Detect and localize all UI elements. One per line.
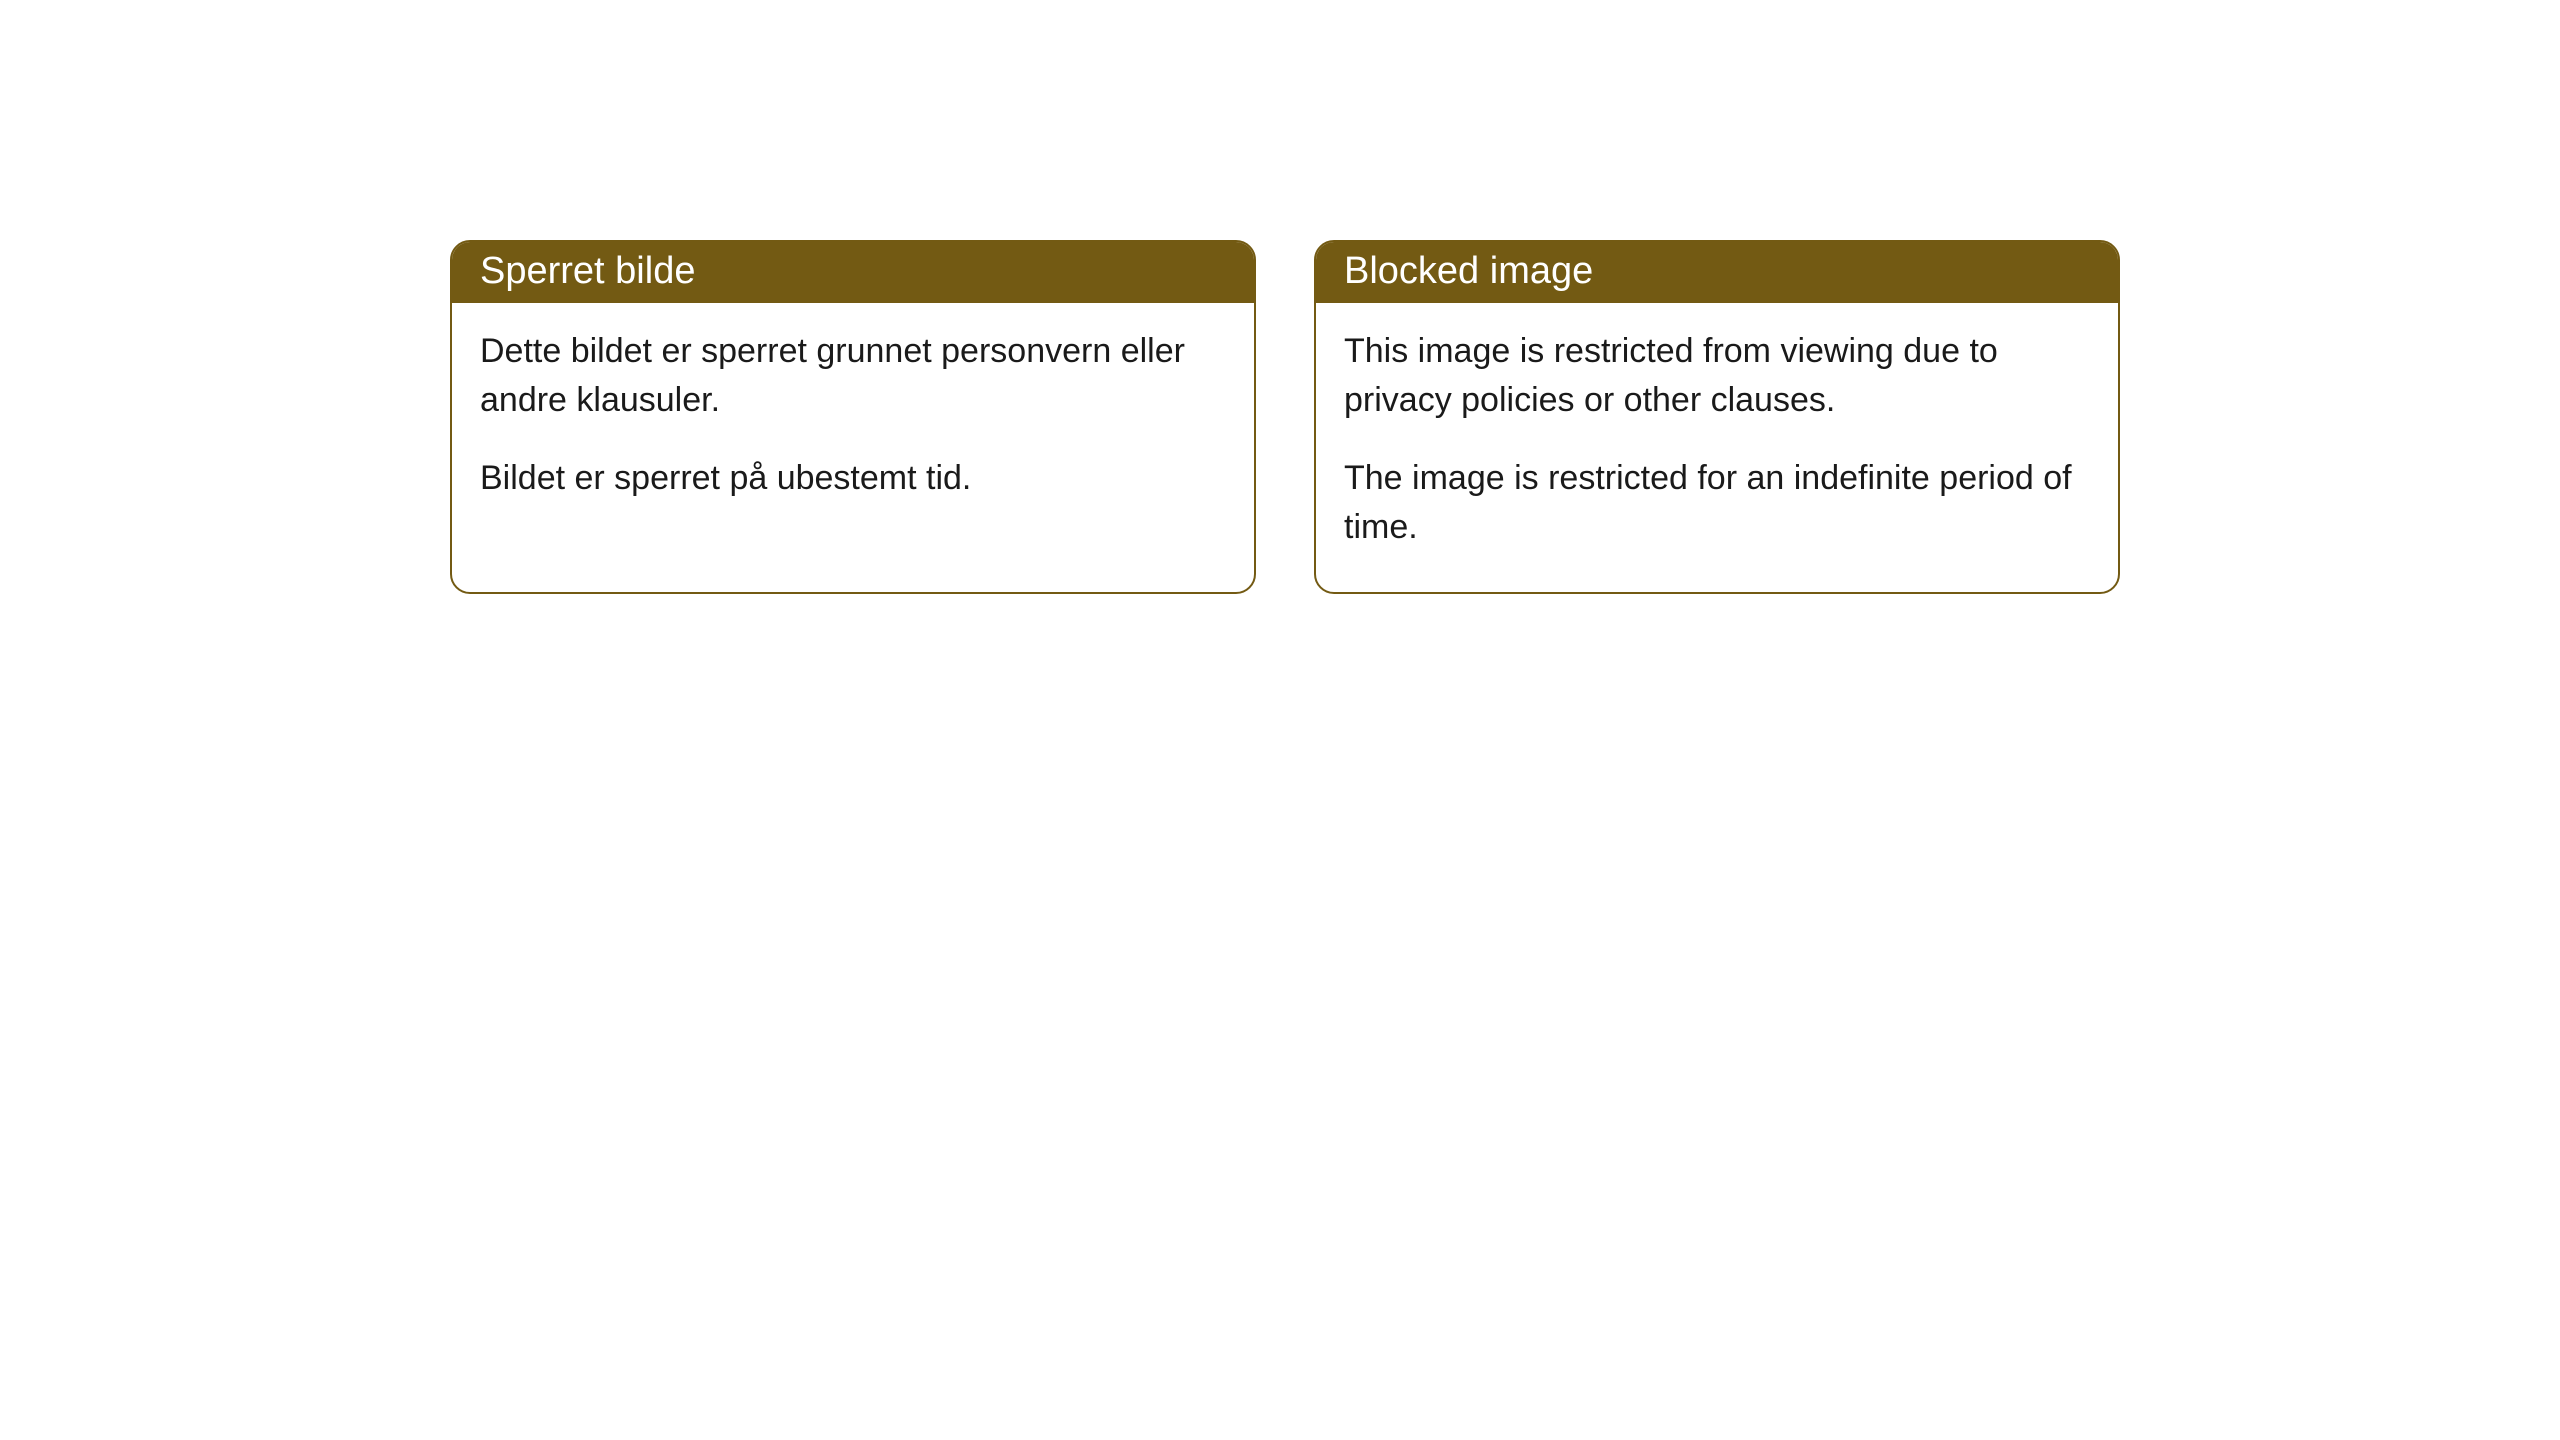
notice-title: Sperret bilde xyxy=(480,250,695,292)
notice-body: This image is restricted from viewing du… xyxy=(1316,303,2118,592)
notice-paragraph-1: This image is restricted from viewing du… xyxy=(1344,327,2090,426)
notice-card-norwegian: Sperret bilde Dette bildet er sperret gr… xyxy=(450,240,1256,594)
notice-paragraph-2: Bildet er sperret på ubestemt tid. xyxy=(480,454,1226,503)
notice-header: Blocked image xyxy=(1316,242,2118,303)
notice-header: Sperret bilde xyxy=(452,242,1254,303)
notice-paragraph-2: The image is restricted for an indefinit… xyxy=(1344,454,2090,553)
notice-paragraph-1: Dette bildet er sperret grunnet personve… xyxy=(480,327,1226,426)
notice-title: Blocked image xyxy=(1344,250,1593,292)
notice-body: Dette bildet er sperret grunnet personve… xyxy=(452,303,1254,543)
notice-card-english: Blocked image This image is restricted f… xyxy=(1314,240,2120,594)
notice-container: Sperret bilde Dette bildet er sperret gr… xyxy=(450,240,2120,594)
